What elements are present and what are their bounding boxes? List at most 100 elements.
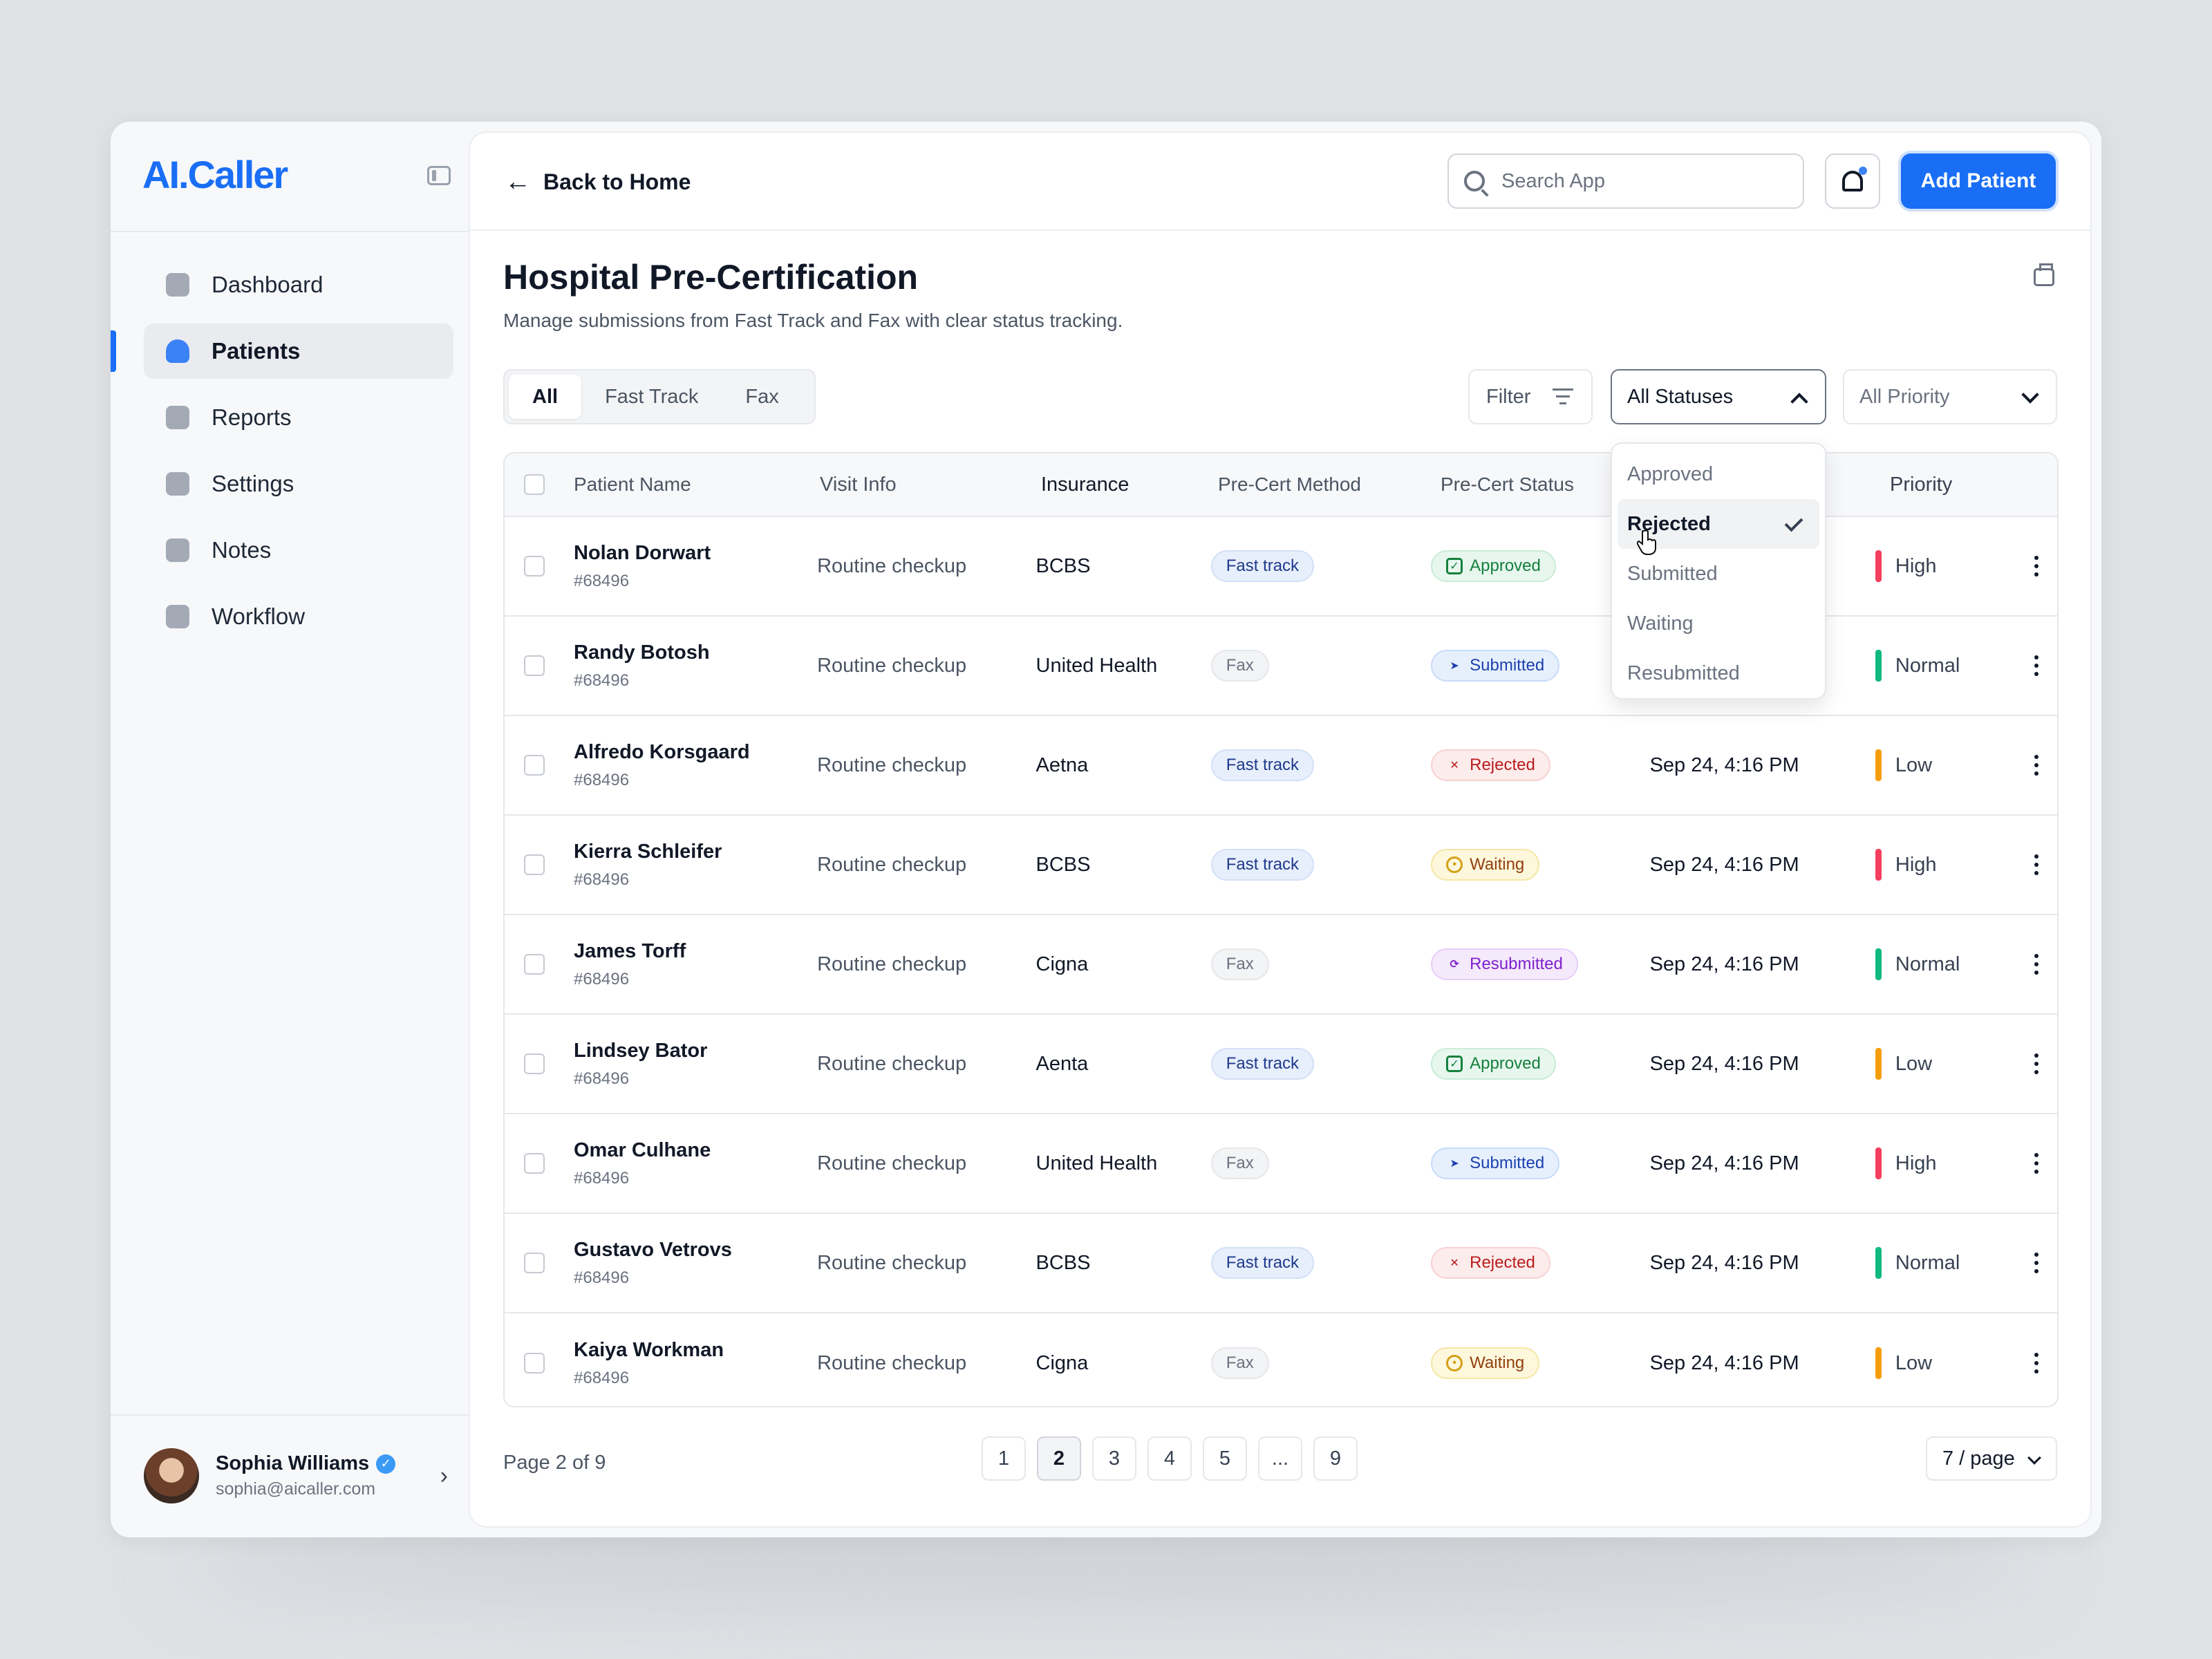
dropdown-option-rejected[interactable]: Rejected [1618, 499, 1819, 549]
more-vertical-icon[interactable] [2016, 653, 2057, 678]
method-cell: Fax [1210, 948, 1431, 980]
patient-name[interactable]: Gustavo Vetrovs [574, 1238, 732, 1261]
status-badge: ➤ Submitted [1431, 1147, 1560, 1179]
sidebar-item-notes[interactable]: Notes [144, 523, 453, 578]
status-label: Approved [1470, 1054, 1541, 1073]
app-window: AI.Caller Dashboard Patients Reports Settin… [111, 122, 2101, 1537]
more-vertical-icon[interactable] [2016, 1250, 2057, 1275]
method-badge: Fast track [1210, 849, 1315, 881]
date-cell: Sep 24, 4:16 PM [1649, 1251, 1799, 1274]
more-vertical-icon[interactable] [2016, 1051, 2057, 1076]
dropdown-option-resubmitted[interactable]: Resubmitted [1618, 648, 1819, 698]
waiting-status-icon: • [1446, 856, 1463, 873]
page-button[interactable]: 4 [1147, 1436, 1192, 1481]
row-checkbox[interactable] [524, 1153, 545, 1174]
row-checkbox[interactable] [524, 1353, 545, 1374]
status-badge: ⟳ Resubmitted [1431, 948, 1578, 980]
patient-name[interactable]: Kierra Schleifer [574, 840, 722, 863]
dropdown-option-approved[interactable]: Approved [1618, 449, 1819, 499]
bell-icon [1842, 167, 1867, 191]
tab-fast-track[interactable]: Fast Track [605, 385, 699, 408]
chevron-right-icon[interactable]: › [440, 1462, 448, 1489]
sidebar-item-dashboard[interactable]: Dashboard [144, 257, 453, 312]
rejected-status-icon: ✕ [1450, 1257, 1459, 1269]
patient-name[interactable]: Nolan Dorwart [574, 541, 711, 564]
row-checkbox[interactable] [524, 854, 545, 875]
priority-indicator [1875, 749, 1882, 781]
patient-name[interactable]: Lindsey Bator [574, 1039, 708, 1062]
per-page-select[interactable]: 7 / page [1926, 1436, 2057, 1481]
row-checkbox[interactable] [524, 954, 545, 975]
priority-label: Low [1895, 1351, 1933, 1374]
sidebar-item-patients[interactable]: Patients [111, 324, 453, 379]
approved-status-icon: ✓ [1446, 558, 1463, 574]
method-badge: Fax [1210, 1347, 1269, 1379]
per-page-value: 7 / page [1942, 1447, 2015, 1470]
page-button[interactable]: 9 [1313, 1436, 1358, 1481]
sidebar-item-workflow[interactable]: Workflow [144, 589, 453, 644]
page-button[interactable]: ... [1258, 1436, 1302, 1481]
workflow-icon [166, 605, 189, 628]
page-button[interactable]: 3 [1092, 1436, 1136, 1481]
row-checkbox[interactable] [524, 556, 545, 577]
status-cell: ⟳ Resubmitted [1431, 948, 1649, 980]
more-vertical-icon[interactable] [2016, 1151, 2057, 1176]
insurance: United Health [1035, 1152, 1158, 1174]
add-patient-button[interactable]: Add Patient [1901, 153, 2056, 209]
row-checkbox[interactable] [524, 655, 545, 676]
status-select[interactable]: All Statuses [1611, 369, 1826, 424]
column-header: Insurance [1041, 473, 1130, 496]
insurance: BCBS [1035, 1251, 1091, 1274]
search-box[interactable] [1447, 153, 1804, 209]
more-vertical-icon[interactable] [2016, 753, 2057, 778]
page-button[interactable]: 1 [982, 1436, 1026, 1481]
dropdown-option-label: Approved [1627, 462, 1714, 485]
column-header: Pre-Cert Status [1441, 474, 1574, 495]
sidebar-collapse-icon[interactable] [427, 166, 451, 185]
status-label: Approved [1470, 556, 1541, 575]
patient-name[interactable]: James Torff [574, 939, 686, 962]
rejected-status-icon: ✕ [1450, 760, 1459, 771]
more-vertical-icon[interactable] [2016, 952, 2057, 977]
table-row: Alfredo Korsgaard #68496 Routine checkup Ae… [505, 716, 2057, 816]
patient-name[interactable]: Alfredo Korsgaard [574, 740, 750, 763]
dropdown-option-waiting[interactable]: Waiting [1618, 599, 1819, 648]
row-checkbox[interactable] [524, 1053, 545, 1074]
row-checkbox[interactable] [524, 1253, 545, 1273]
waiting-status-icon: • [1446, 1355, 1463, 1371]
page-button[interactable]: 2 [1037, 1436, 1081, 1481]
back-to-home-link[interactable]: ← Back to Home [505, 167, 691, 197]
priority-cell: Normal [1875, 948, 2016, 980]
search-input[interactable] [1501, 169, 1778, 193]
insurance: BCBS [1035, 853, 1091, 876]
page-button[interactable]: 5 [1203, 1436, 1247, 1481]
method-badge: Fax [1210, 948, 1269, 980]
sidebar-item-settings[interactable]: Settings [144, 456, 453, 512]
priority-indicator [1875, 1147, 1882, 1179]
select-all-checkbox[interactable] [524, 474, 545, 495]
status-label: Waiting [1470, 1353, 1525, 1372]
notifications-button[interactable] [1825, 153, 1880, 209]
priority-select[interactable]: All Priority [1843, 369, 2057, 424]
status-cell: ✓ Approved [1431, 550, 1649, 582]
more-vertical-icon[interactable] [2016, 852, 2057, 877]
user-profile[interactable]: Sophia Williams ✓ sophia@aicaller.com › [144, 1447, 448, 1504]
method-cell: Fax [1210, 650, 1431, 682]
tab-all[interactable]: All [509, 375, 582, 419]
more-vertical-icon[interactable] [2016, 1351, 2057, 1376]
patient-name[interactable]: Randy Botosh [574, 641, 710, 664]
filter-button[interactable]: Filter [1468, 369, 1593, 424]
approved-status-icon: ✓ [1446, 1056, 1463, 1072]
patient-name[interactable]: Omar Culhane [574, 1138, 711, 1161]
row-checkbox[interactable] [524, 755, 545, 776]
sidebar-item-reports[interactable]: Reports [144, 390, 453, 445]
patient-id: #68496 [574, 1368, 630, 1387]
dropdown-option-submitted[interactable]: Submitted [1618, 549, 1819, 599]
patient-name[interactable]: Kaiya Workman [574, 1338, 724, 1361]
more-vertical-icon[interactable] [2016, 554, 2057, 579]
dropdown-option-label: Submitted [1627, 562, 1718, 585]
date-cell: Sep 24, 4:16 PM [1649, 753, 1799, 776]
print-icon[interactable] [2034, 263, 2054, 286]
tab-fax[interactable]: Fax [745, 385, 779, 408]
priority-label: Normal [1895, 654, 1960, 677]
